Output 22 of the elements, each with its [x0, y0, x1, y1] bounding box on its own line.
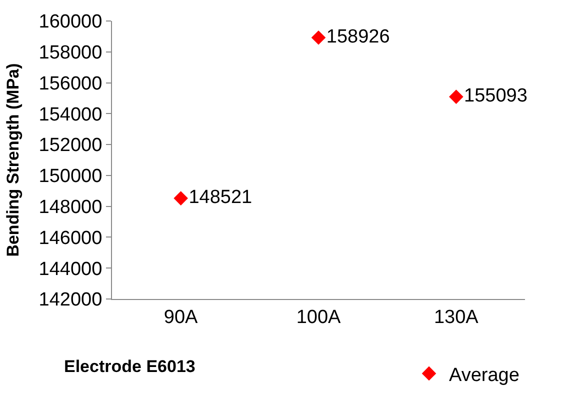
y-tick-label: 152000 [38, 135, 102, 156]
x-tick-label: 100A [296, 306, 342, 328]
y-tick-label: 158000 [38, 42, 102, 64]
data-label: 148521 [188, 187, 252, 208]
data-label: 155093 [464, 86, 528, 107]
x-tick-label: 90A [164, 306, 198, 328]
legend-label: Average [449, 364, 520, 386]
y-tick-label: 156000 [38, 73, 102, 94]
y-tick-label: 150000 [38, 166, 102, 188]
y-tick-label: 146000 [38, 228, 102, 249]
point [449, 90, 464, 104]
point [311, 30, 326, 45]
x-tick-label: 130A [434, 306, 479, 328]
x-axis-title: Electrode E6013 [64, 357, 196, 376]
data-label: 158926 [326, 26, 390, 48]
y-axis-title: Bending Strength (MPa) [3, 63, 22, 257]
y-tick-label: 142000 [38, 290, 102, 311]
y-tick-label: 148000 [38, 196, 102, 218]
y-tick-label: 154000 [38, 104, 102, 126]
point [174, 191, 188, 206]
y-tick-label: 160000 [38, 12, 102, 33]
y-tick-label: 144000 [38, 258, 102, 280]
